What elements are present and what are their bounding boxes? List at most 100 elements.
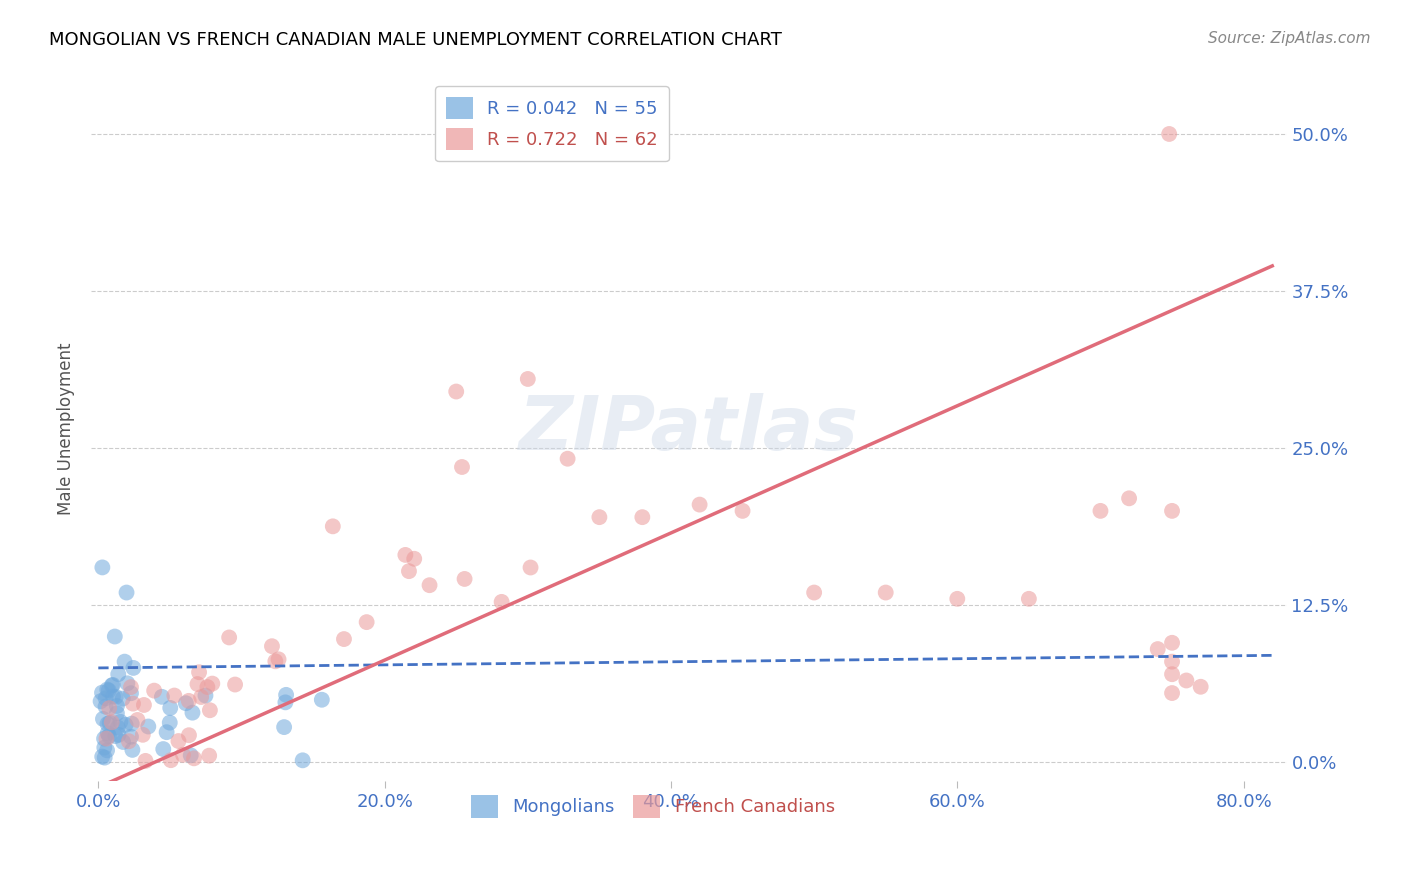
- Point: [136, 719, 159, 733]
- Point: [1118, 491, 1140, 506]
- Point: [94, 691, 117, 706]
- Point: [117, 676, 139, 690]
- Point: [274, 695, 297, 709]
- Point: [404, 551, 426, 566]
- Point: [453, 572, 475, 586]
- Point: [121, 716, 143, 731]
- Point: [491, 595, 513, 609]
- Point: [134, 754, 156, 768]
- Point: [107, 721, 129, 735]
- Point: [1189, 680, 1212, 694]
- Point: [264, 654, 287, 668]
- Point: [167, 734, 190, 748]
- Point: [267, 652, 290, 666]
- Point: [451, 460, 474, 475]
- Point: [1161, 504, 1184, 518]
- Point: [1018, 591, 1040, 606]
- Point: [631, 510, 654, 524]
- Point: [159, 715, 181, 730]
- Point: [181, 706, 204, 720]
- Point: [224, 677, 246, 691]
- Point: [180, 748, 202, 763]
- Point: [94, 699, 117, 714]
- Point: [516, 372, 538, 386]
- Point: [159, 701, 181, 715]
- Point: [115, 585, 138, 599]
- Point: [875, 585, 897, 599]
- Point: [273, 720, 295, 734]
- Point: [803, 585, 825, 599]
- Legend: Mongolians, French Canadians: Mongolians, French Canadians: [464, 789, 842, 825]
- Point: [177, 694, 200, 708]
- Point: [333, 632, 356, 646]
- Point: [183, 751, 205, 765]
- Point: [107, 667, 129, 681]
- Point: [1161, 655, 1184, 669]
- Point: [150, 690, 173, 704]
- Point: [120, 730, 142, 744]
- Point: [98, 729, 121, 743]
- Point: [96, 682, 118, 697]
- Point: [198, 703, 221, 717]
- Point: [152, 742, 174, 756]
- Text: Source: ZipAtlas.com: Source: ZipAtlas.com: [1208, 31, 1371, 46]
- Point: [1161, 667, 1184, 681]
- Point: [96, 743, 118, 757]
- Point: [97, 683, 120, 698]
- Point: [90, 694, 112, 708]
- Point: [104, 729, 127, 743]
- Point: [156, 725, 179, 739]
- Point: [163, 689, 186, 703]
- Point: [93, 750, 115, 764]
- Point: [291, 753, 314, 767]
- Point: [356, 615, 378, 629]
- Point: [218, 631, 240, 645]
- Point: [689, 498, 711, 512]
- Point: [105, 706, 128, 721]
- Point: [177, 728, 200, 742]
- Point: [419, 578, 441, 592]
- Point: [1159, 127, 1181, 141]
- Point: [96, 731, 118, 746]
- Point: [107, 728, 129, 742]
- Point: [1175, 673, 1198, 688]
- Point: [121, 743, 143, 757]
- Point: [322, 519, 344, 533]
- Point: [91, 749, 114, 764]
- Point: [120, 680, 142, 694]
- Point: [96, 716, 118, 731]
- Point: [1161, 686, 1184, 700]
- Point: [311, 692, 333, 706]
- Point: [100, 715, 122, 730]
- Point: [194, 689, 217, 703]
- Point: [112, 735, 135, 749]
- Point: [118, 734, 141, 748]
- Text: ZIPatlas: ZIPatlas: [519, 392, 859, 466]
- Point: [198, 748, 221, 763]
- Point: [132, 728, 155, 742]
- Y-axis label: Male Unemployment: Male Unemployment: [58, 343, 75, 516]
- Point: [143, 683, 166, 698]
- Point: [91, 712, 114, 726]
- Point: [132, 698, 155, 712]
- Point: [97, 726, 120, 740]
- Point: [188, 665, 211, 680]
- Point: [588, 510, 610, 524]
- Point: [519, 560, 541, 574]
- Point: [1146, 642, 1168, 657]
- Point: [91, 560, 114, 574]
- Point: [274, 688, 297, 702]
- Point: [1161, 636, 1184, 650]
- Point: [114, 655, 136, 669]
- Point: [398, 564, 420, 578]
- Point: [190, 690, 212, 704]
- Point: [195, 680, 218, 694]
- Point: [98, 715, 121, 730]
- Point: [260, 639, 283, 653]
- Point: [394, 548, 416, 562]
- Point: [110, 714, 132, 729]
- Point: [201, 676, 224, 690]
- Point: [114, 718, 136, 732]
- Point: [174, 696, 197, 710]
- Point: [98, 701, 121, 715]
